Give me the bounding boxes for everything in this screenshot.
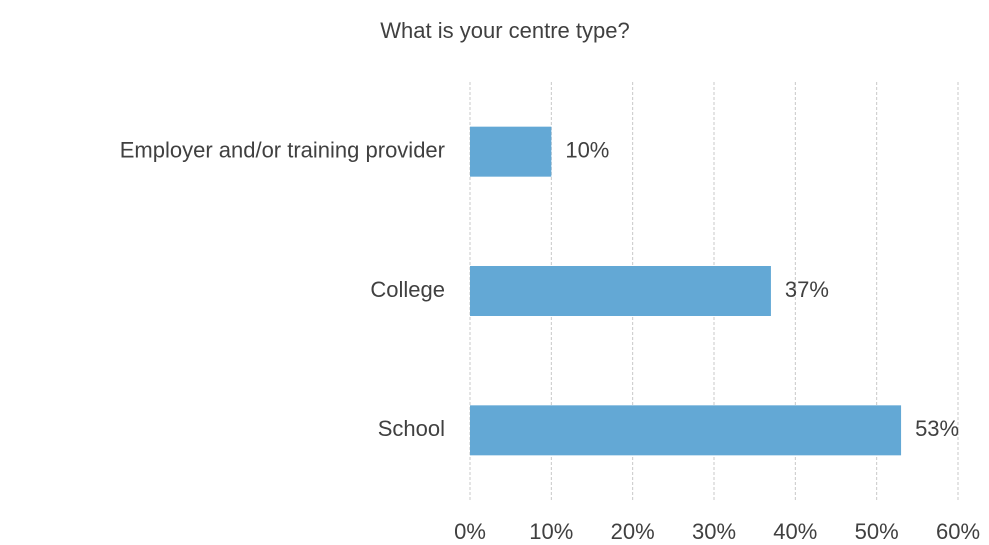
bar xyxy=(470,405,902,456)
y-tick-label: Employer and/or training provider xyxy=(120,137,445,162)
value-label: 10% xyxy=(565,137,609,162)
value-label: 53% xyxy=(915,416,959,441)
chart-title: What is your centre type? xyxy=(380,18,629,43)
y-tick-label: College xyxy=(370,277,445,302)
bar xyxy=(470,126,552,177)
x-tick-label: 0% xyxy=(454,519,486,544)
x-tick-label: 10% xyxy=(529,519,573,544)
x-tick-label: 20% xyxy=(611,519,655,544)
x-tick-label: 60% xyxy=(936,519,980,544)
value-label: 37% xyxy=(785,277,829,302)
x-tick-label: 30% xyxy=(692,519,736,544)
x-tick-label: 40% xyxy=(773,519,817,544)
y-tick-label: School xyxy=(378,416,445,441)
x-tick-label: 50% xyxy=(855,519,899,544)
bar xyxy=(470,266,771,316)
